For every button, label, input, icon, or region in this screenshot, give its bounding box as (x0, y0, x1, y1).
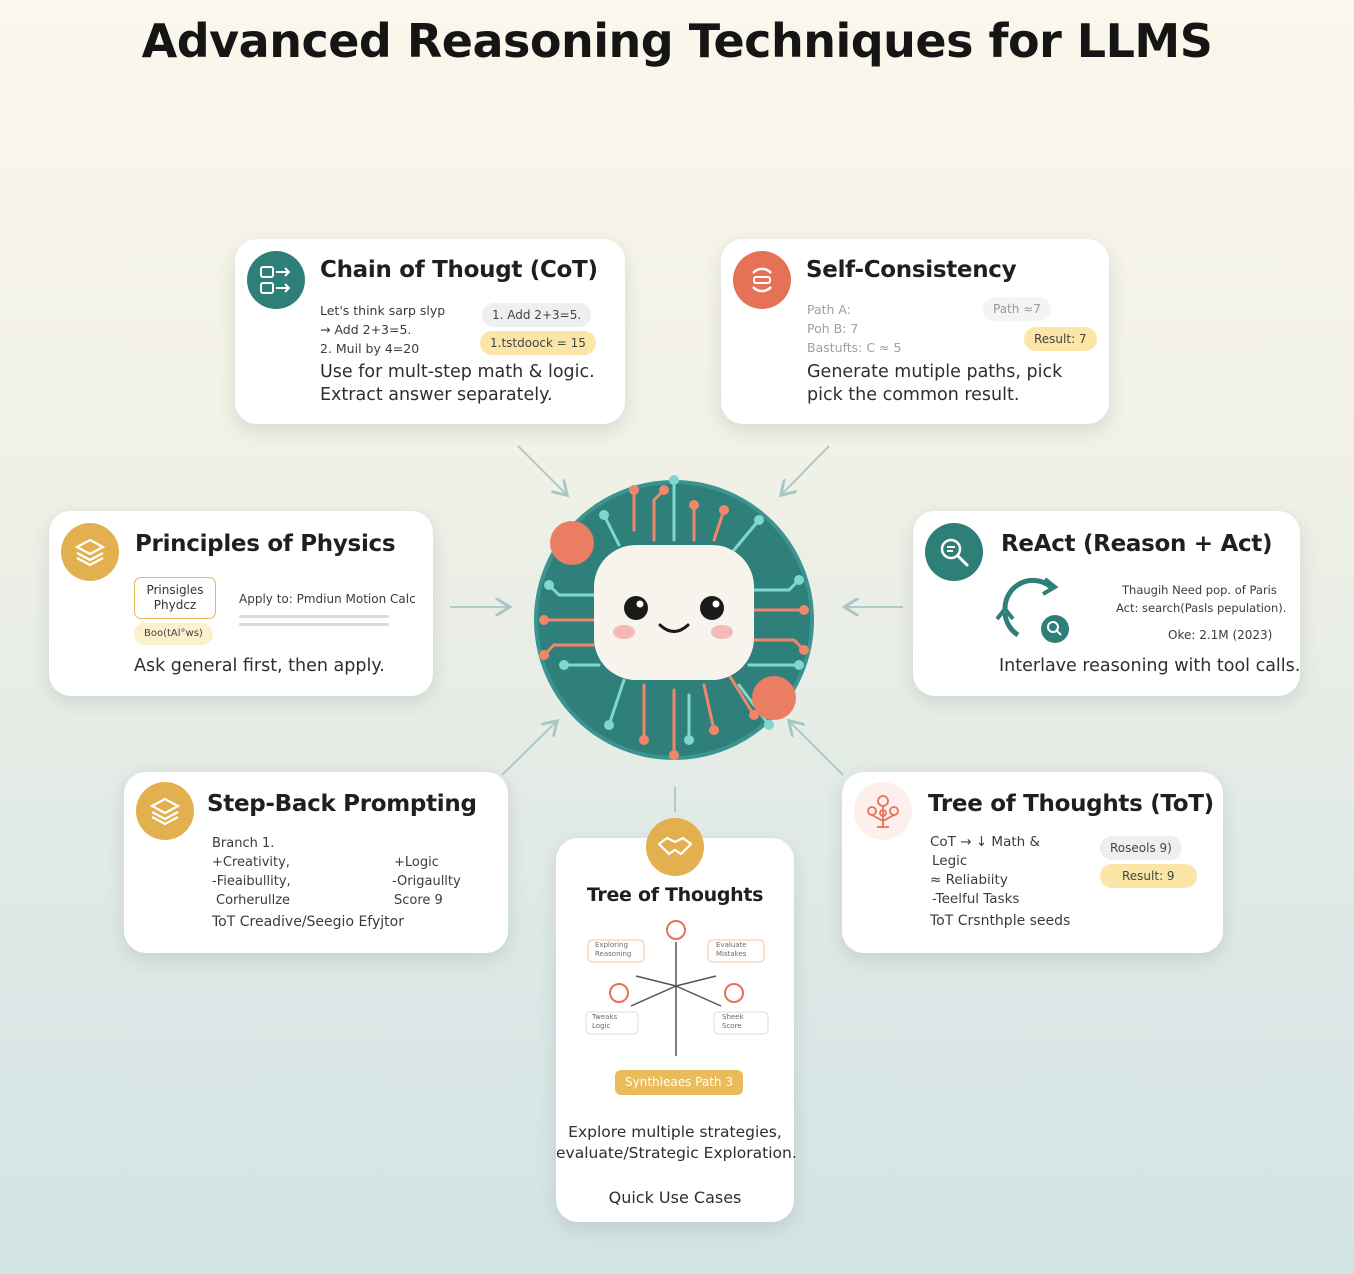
apply-line: Apply to: Pmdiun Motion Calc (239, 592, 416, 606)
principles-box: Prinsigles Phydcz (134, 577, 216, 619)
card-description: Use for mult-step math & logic. (320, 362, 595, 382)
card-title: Self-Consistency (806, 257, 1017, 283)
card-title: Tree of Thoughts (ToT) (928, 791, 1214, 817)
card-title: Step-Back Prompting (207, 791, 477, 817)
flow-steps-icon (247, 251, 305, 309)
leaf-label: Tweaks (592, 1013, 618, 1021)
branch-line: Score 9 (394, 893, 443, 908)
arrow-tot-right (790, 722, 844, 776)
arrow-stepback (501, 722, 556, 776)
card-title: ReAct (Reason + Act) (1001, 531, 1273, 557)
leaf-label: Evaluate (716, 941, 747, 949)
action-line: Act: search(Pasls pepulation). (1116, 601, 1287, 615)
leaf-label: Mistakes (716, 950, 747, 958)
branch-line: Branch 1. (212, 836, 275, 851)
card-react: ReAct (Reason + Act) Thaugih Need pop. o… (913, 511, 1300, 696)
card-title: Principles of Physics (135, 531, 396, 557)
cycle-paths-icon (733, 251, 791, 309)
handshake-icon (646, 818, 704, 876)
tot-line: -Teelful Tasks (932, 891, 1020, 907)
tot-line: ≈ Reliabiity (930, 872, 1008, 888)
arrow-cot (517, 445, 566, 494)
faint-text-line (239, 623, 389, 626)
tot-line: CoT → ↓ Math & (930, 834, 1041, 850)
leaf-label: Reasoning (595, 950, 632, 958)
card-principles-of-physics: Principles of Physics Prinsigles Phydcz … (49, 511, 433, 696)
card-self-consistency: Self-Consistency Path A: Poh B: 7 Bastuf… (721, 239, 1109, 424)
card-chain-of-thought: Chain of Thougt (CoT) Let's think sarp s… (235, 239, 625, 424)
card-description: evaluate/Strategic Exploration. (556, 1144, 797, 1162)
card-description: pick the common result. (807, 385, 1020, 405)
score-pill: Roseols 9) (1100, 836, 1182, 860)
result-pill: 1.tstdoock = 15 (480, 331, 596, 355)
example-line: 2. Muil by 4=20 (320, 341, 420, 356)
example-line: → Add 2+3=5. (320, 322, 412, 337)
card-description: Interlave reasoning with tool calls. (999, 656, 1301, 676)
stack-icon (136, 782, 194, 840)
branch-line: -Origaullty (392, 874, 461, 889)
faint-text-line (239, 615, 389, 618)
branch-line: +Logic (394, 855, 439, 870)
card-description: Generate mutiple paths, pick (807, 362, 1063, 382)
branch-line: Corherullze (216, 893, 291, 908)
tot-line: Legic (932, 853, 968, 869)
leaf-label: Sheek (722, 1013, 744, 1021)
principles-box-line: Prinsigles (146, 583, 204, 597)
path-pill: Path ≈7 (983, 297, 1051, 321)
llm-brain-illustration (534, 475, 814, 760)
card-tree-of-thoughts-center: Tree of Thoughts Exploring Reasoning Eva… (556, 818, 797, 1222)
card-tree-of-thoughts-right: Tree of Thoughts (ToT) CoT → ↓ Math & Le… (842, 772, 1223, 953)
leaf-label: Logic (592, 1022, 611, 1030)
example-line: Let's think sarp slyp (320, 303, 446, 318)
result-pill: Result: 7 (1024, 327, 1097, 351)
principles-box-line: Phydcz (153, 598, 197, 612)
synthesis-badge: Synthleaes Path 3 (615, 1070, 743, 1095)
arrow-selfcons (782, 445, 830, 494)
card-step-back-prompting: Step-Back Prompting Branch 1. +Creativit… (124, 772, 508, 953)
tree-icon (854, 782, 912, 840)
search-icon (925, 523, 983, 581)
path-line: Path A: (807, 302, 851, 317)
path-line: Bastufts: C ≈ 5 (807, 340, 902, 355)
card-description: Extract answer separately. (320, 385, 553, 405)
reason-act-cycle-icon (995, 577, 1069, 643)
card-title: Tree of Thoughts (586, 884, 764, 906)
card-description: Explore multiple strategies, (568, 1123, 782, 1141)
card-footer: Quick Use Cases (608, 1188, 742, 1207)
tag-pill: Boo(tAl°ws) (134, 623, 213, 645)
thought-tree-diagram (585, 920, 769, 1056)
card-footer: ToT Creadive/Seegio Efyjtor (212, 914, 404, 930)
result-pill: Result: 9 (1100, 864, 1197, 888)
branch-line: -Fieaibullity, (212, 874, 291, 889)
tot-line: ToT Crsnthple seeds (930, 913, 1071, 929)
leaf-label: Score (722, 1022, 742, 1030)
stack-icon (61, 523, 119, 581)
step-pill: 1. Add 2+3=5. (482, 303, 592, 327)
branch-line: +Creativity, (212, 855, 290, 870)
observation-line: Oke: 2.1M (2023) (1168, 628, 1273, 642)
leaf-label: Exploring (595, 941, 628, 949)
path-line: Poh B: 7 (807, 321, 859, 336)
page-title: Advanced Reasoning Techniques for LLMS (141, 14, 1213, 68)
thought-line: Thaugih Need pop. of Paris (1122, 583, 1277, 597)
card-description: Ask general first, then apply. (134, 656, 385, 676)
card-title: Chain of Thougt (CoT) (320, 257, 598, 283)
